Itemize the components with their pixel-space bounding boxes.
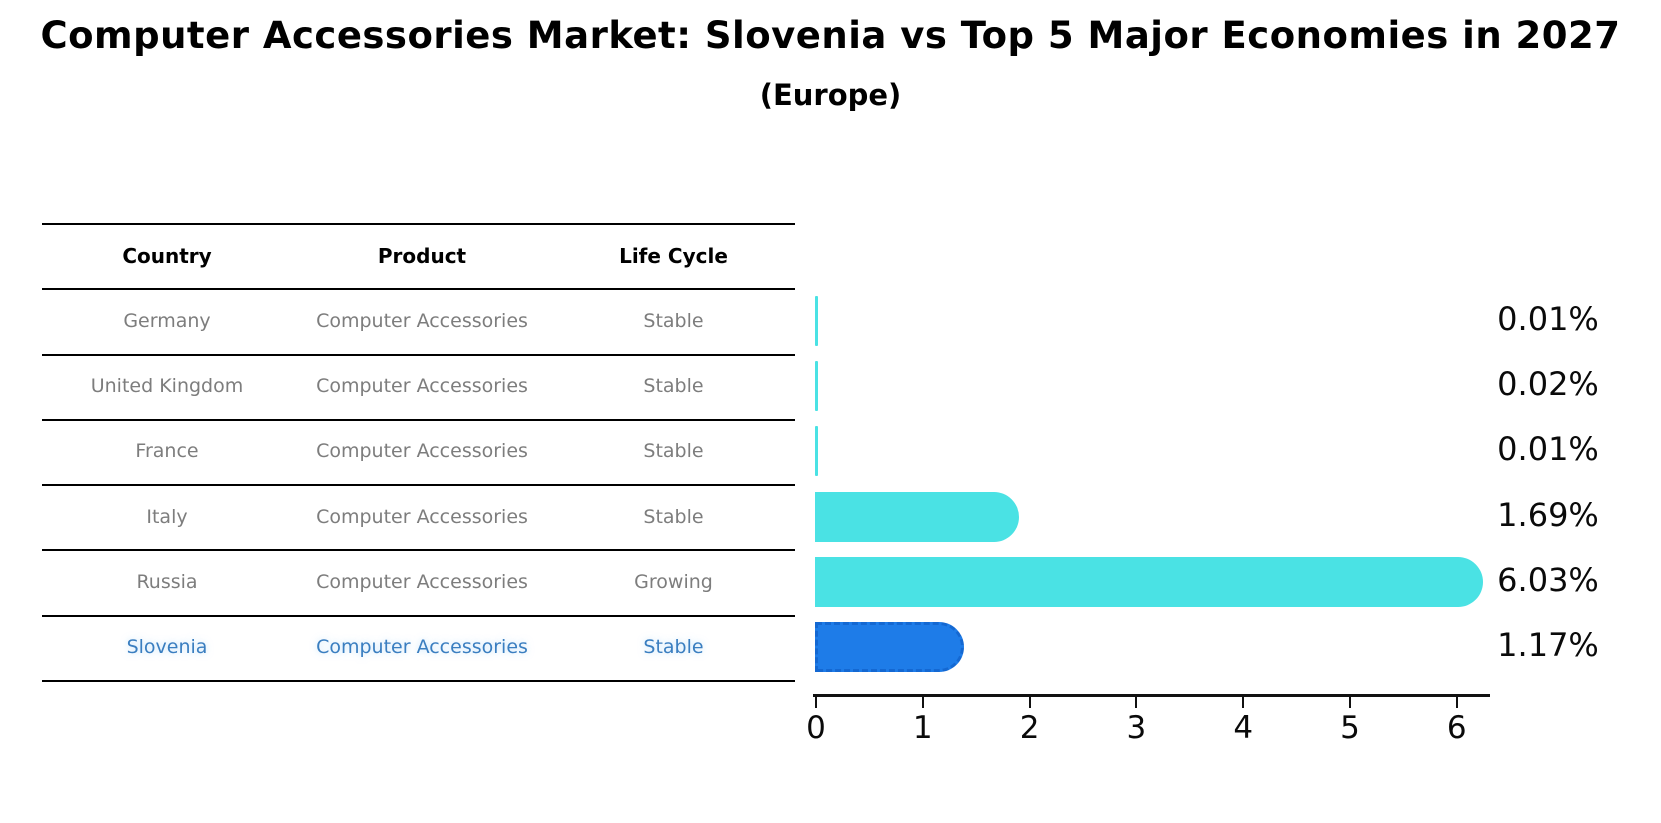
x-tick-mark bbox=[1349, 696, 1351, 708]
lifecycle-cell: Stable bbox=[643, 636, 704, 659]
table-row-separator bbox=[42, 288, 795, 291]
lifecycle-cell: Growing bbox=[634, 571, 713, 594]
table-row-separator bbox=[42, 418, 795, 421]
bar-france bbox=[815, 426, 818, 477]
table-row-russia: Russia Computer Accessories Growing bbox=[42, 549, 795, 614]
table-row-germany: Germany Computer Accessories Stable bbox=[42, 288, 795, 353]
x-tick-mark bbox=[1455, 696, 1458, 708]
x-tick-label: 3 bbox=[1126, 710, 1147, 746]
lifecycle-cell: Stable bbox=[643, 505, 704, 528]
lifecycle-cell: Stable bbox=[643, 440, 704, 463]
value-label-slovenia: 1.17% bbox=[1497, 626, 1599, 665]
x-tick-mark bbox=[921, 696, 924, 708]
x-tick-mark bbox=[815, 696, 817, 708]
bar-italy bbox=[815, 491, 1020, 542]
lifecycle-cell: Stable bbox=[643, 309, 704, 332]
x-tick-label: 0 bbox=[806, 710, 826, 746]
table-row-slovenia: Slovenia Computer Accessories Stable bbox=[42, 615, 795, 680]
table-row-france: France Computer Accessories Stable bbox=[42, 419, 795, 484]
x-tick-label: 1 bbox=[912, 710, 933, 746]
bar-slovenia bbox=[815, 622, 964, 673]
column-header-lifecycle: Life Cycle bbox=[619, 244, 728, 268]
country-cell: Russia bbox=[136, 571, 198, 594]
value-label-france: 0.01% bbox=[1497, 430, 1599, 469]
table-row-separator bbox=[42, 223, 795, 225]
country-cell: United Kingdom bbox=[90, 375, 244, 398]
table-row-italy: Italy Computer Accessories Stable bbox=[42, 484, 795, 549]
column-header-country: Country bbox=[122, 244, 212, 268]
x-axis-line bbox=[813, 694, 1490, 697]
table-row-separator bbox=[42, 549, 795, 552]
x-tick-mark bbox=[1028, 696, 1031, 708]
x-tick-label: 5 bbox=[1340, 710, 1360, 746]
table-row-separator bbox=[42, 614, 795, 617]
country-cell: Italy bbox=[146, 505, 188, 528]
bar-united-kingdom bbox=[815, 361, 818, 412]
table-row-united-kingdom: United Kingdom Computer Accessories Stable bbox=[42, 354, 795, 419]
value-label-russia: 6.03% bbox=[1497, 561, 1599, 600]
table-row-separator bbox=[42, 679, 795, 682]
chart-title: Computer Accessories Market: Slovenia vs… bbox=[40, 14, 1621, 57]
table-row-separator bbox=[42, 484, 795, 487]
product-cell: Computer Accessories bbox=[316, 571, 528, 594]
product-cell: Computer Accessories bbox=[316, 440, 528, 463]
value-label-italy: 1.69% bbox=[1497, 495, 1599, 534]
x-tick-label: 6 bbox=[1446, 710, 1467, 746]
country-cell: France bbox=[135, 440, 199, 463]
chart-subtitle: (Europe) bbox=[759, 78, 902, 112]
table-row-separator bbox=[42, 353, 795, 356]
product-cell: Computer Accessories bbox=[316, 505, 528, 528]
value-label-united-kingdom: 0.02% bbox=[1497, 365, 1599, 404]
lifecycle-cell: Stable bbox=[643, 375, 704, 398]
column-header-product: Product bbox=[377, 244, 467, 268]
value-label-germany: 0.01% bbox=[1497, 299, 1599, 338]
product-cell: Computer Accessories bbox=[316, 309, 528, 332]
country-cell: Slovenia bbox=[126, 636, 208, 659]
country-cell: Germany bbox=[123, 309, 211, 332]
bar-russia bbox=[815, 557, 1483, 608]
x-tick-label: 2 bbox=[1019, 710, 1040, 746]
x-tick-label: 4 bbox=[1233, 710, 1254, 746]
table-header-row: Country Product Life Cycle bbox=[42, 225, 795, 287]
x-tick-mark bbox=[1135, 696, 1138, 708]
bar-germany bbox=[815, 295, 818, 346]
product-cell: Computer Accessories bbox=[316, 375, 528, 398]
product-cell: Computer Accessories bbox=[316, 636, 528, 659]
x-tick-mark bbox=[1242, 696, 1245, 708]
